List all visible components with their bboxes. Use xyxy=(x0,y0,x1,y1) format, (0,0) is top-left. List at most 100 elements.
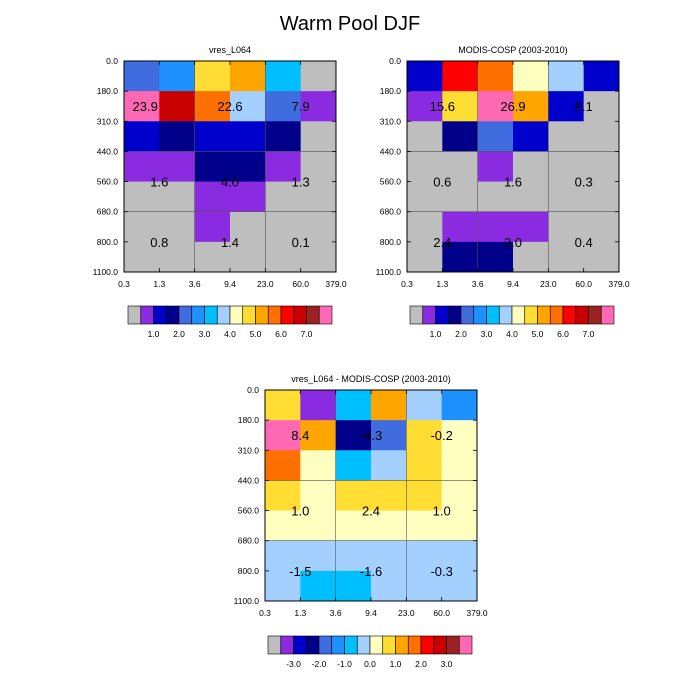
y-tick-label: 1100.0 xyxy=(376,267,402,277)
data-label: 8.4 xyxy=(291,428,309,443)
data-label: 8.1 xyxy=(575,99,593,114)
colorbar-swatch xyxy=(165,305,180,325)
data-label: 1.3 xyxy=(292,175,310,190)
colorbar-label: 3.0 xyxy=(441,659,453,669)
heatmap-cell xyxy=(371,540,407,572)
panel-title: MODIS-COSP (2003-2010) xyxy=(458,45,567,55)
heatmap-cell xyxy=(124,121,160,152)
heatmap-cell xyxy=(335,570,372,602)
heatmap-cell xyxy=(407,121,443,152)
colorbar-swatch xyxy=(331,635,345,655)
data-label: 0.6 xyxy=(433,175,451,190)
heatmap-cell xyxy=(300,450,337,481)
heatmap-cell xyxy=(300,121,337,152)
heatmap-cell xyxy=(159,151,196,183)
heatmap-cell xyxy=(406,480,443,512)
heatmap-cell xyxy=(265,151,302,183)
heatmap-cell xyxy=(371,390,407,421)
heatmap-cell xyxy=(583,61,620,92)
y-tick-label: 680.0 xyxy=(380,207,402,217)
heatmap-cell xyxy=(442,211,479,243)
colorbar-swatch xyxy=(369,635,384,655)
heatmap-cell xyxy=(441,420,478,451)
colorbar-swatch xyxy=(204,305,218,325)
x-tick-label: 379.0 xyxy=(466,608,488,618)
x-tick-label: 60.0 xyxy=(433,608,450,618)
x-tick-label: 3.6 xyxy=(330,608,342,618)
colorbar-label: 1.0 xyxy=(430,329,442,339)
colorbar-label: 2.0 xyxy=(455,329,467,339)
x-tick-label: 23.0 xyxy=(257,279,274,289)
colorbar-label: 5.0 xyxy=(532,329,544,339)
heatmap-cell xyxy=(194,241,231,273)
heatmap-cell xyxy=(194,211,231,243)
heatmap-cell xyxy=(513,91,549,122)
heatmap-cell xyxy=(230,91,266,122)
colorbar-swatch xyxy=(293,305,307,325)
heatmap-cell xyxy=(335,450,372,481)
x-tick-label: 1.3 xyxy=(294,608,306,618)
heatmap-cell xyxy=(124,61,160,92)
heatmap-cell xyxy=(513,121,549,152)
y-tick-label: 1100.0 xyxy=(234,596,260,606)
heatmap-cell xyxy=(300,61,337,92)
heatmap-cell xyxy=(159,241,196,273)
heatmap-cell xyxy=(477,181,514,213)
y-tick-label: 310.0 xyxy=(380,116,402,126)
heatmap-cell xyxy=(441,540,478,572)
x-tick-label: 0.3 xyxy=(401,279,413,289)
data-label: 2.4 xyxy=(433,235,451,250)
heatmap-cell xyxy=(335,390,372,421)
colorbar-swatch xyxy=(486,305,500,325)
heatmap-cell xyxy=(335,510,372,542)
colorbar-swatch xyxy=(435,305,449,325)
heatmap-cell xyxy=(442,241,479,273)
heatmap-cell xyxy=(335,540,372,572)
colorbar: 1.0 2.0 3.0 4.0 5.0 6.0 7.0 xyxy=(409,305,615,339)
data-label: 3.0 xyxy=(504,235,522,250)
heatmap-cell xyxy=(230,181,266,213)
colorbar-label: 1.0 xyxy=(390,659,402,669)
heatmap-cell xyxy=(300,570,337,602)
heatmap-cell xyxy=(371,510,407,542)
heatmap-cell xyxy=(300,420,337,451)
heatmap-cell xyxy=(406,570,443,602)
heatmap-cell xyxy=(441,480,478,512)
heatmap-cell xyxy=(548,181,585,213)
data-label: -4.3 xyxy=(360,428,382,443)
heatmap-cell xyxy=(230,211,266,243)
colorbar-swatch xyxy=(473,305,487,325)
heatmap-cell xyxy=(371,420,407,451)
x-tick-label: 60.0 xyxy=(575,279,592,289)
colorbar-swatch xyxy=(305,635,320,655)
heatmap-cell xyxy=(265,91,302,122)
heatmap-cell xyxy=(442,181,479,213)
heatmap-cell xyxy=(583,241,620,273)
colorbar-swatch xyxy=(242,305,256,325)
colorbar-swatch xyxy=(280,635,294,655)
data-label: 0.8 xyxy=(150,235,168,250)
colorbar-swatch xyxy=(588,305,602,325)
colorbar-swatch xyxy=(178,305,193,325)
heatmap-cell xyxy=(194,61,231,92)
x-tick-label: 9.4 xyxy=(365,608,377,618)
y-tick-label: 440.0 xyxy=(380,146,402,156)
y-tick-label: 180.0 xyxy=(380,86,402,96)
colorbar-swatch xyxy=(420,635,435,655)
colorbar-swatch xyxy=(433,635,447,655)
heatmap-cell xyxy=(477,121,514,152)
heatmap-cell xyxy=(265,450,301,481)
heatmap-cell xyxy=(442,121,479,152)
panel-1: vres_L064 0.3 1.3 3.6 9.4 23.0 60.0 379.0 0.0 180… xyxy=(93,45,347,339)
x-tick-label: 0.3 xyxy=(118,279,130,289)
y-tick-label: 310.0 xyxy=(97,116,119,126)
heatmap-cell xyxy=(548,151,585,183)
y-tick-label: 310.0 xyxy=(238,445,260,455)
y-tick-label: 1100.0 xyxy=(93,267,119,277)
colorbar-swatch xyxy=(460,305,475,325)
heatmap-cell xyxy=(441,570,478,602)
heatmap-cell xyxy=(265,211,302,243)
data-label: 1.4 xyxy=(221,235,239,250)
y-tick-label: 680.0 xyxy=(238,536,260,546)
heatmap-cell xyxy=(583,181,620,213)
